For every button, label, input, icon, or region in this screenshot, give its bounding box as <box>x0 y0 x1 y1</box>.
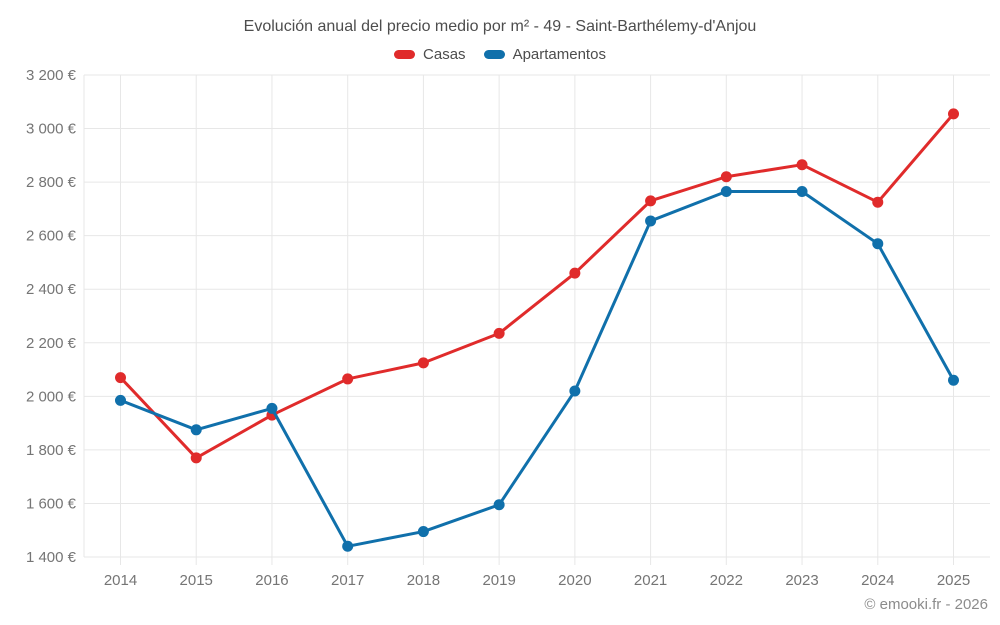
svg-text:2 800 €: 2 800 € <box>26 174 77 191</box>
svg-text:3 000 €: 3 000 € <box>26 121 77 138</box>
svg-text:2019: 2019 <box>482 572 515 589</box>
svg-text:2020: 2020 <box>558 572 591 589</box>
svg-text:2 200 €: 2 200 € <box>26 335 77 352</box>
legend-label-apartamentos: Apartamentos <box>512 46 606 63</box>
legend-label-casas: Casas <box>423 46 466 63</box>
legend-item-apartamentos[interactable]: Apartamentos <box>483 46 606 63</box>
chart-title: Evolución anual del precio medio por m² … <box>243 18 757 35</box>
svg-text:1 400 €: 1 400 € <box>26 549 77 566</box>
svg-text:2025: 2025 <box>937 572 970 589</box>
svg-text:2023: 2023 <box>785 572 818 589</box>
svg-text:1 600 €: 1 600 € <box>26 495 77 512</box>
svg-text:2014: 2014 <box>104 572 137 589</box>
svg-text:2024: 2024 <box>861 572 894 589</box>
svg-text:1 800 €: 1 800 € <box>26 442 77 459</box>
legend: Casas Apartamentos <box>0 46 1000 63</box>
svg-text:3 200 €: 3 200 € <box>26 67 77 84</box>
svg-text:2 600 €: 2 600 € <box>26 228 77 245</box>
svg-text:2017: 2017 <box>331 572 364 589</box>
svg-text:2 000 €: 2 000 € <box>26 388 77 405</box>
svg-text:2016: 2016 <box>255 572 288 589</box>
watermark: © emooki.fr - 2026 <box>864 596 988 613</box>
legend-item-casas[interactable]: Casas <box>394 46 466 63</box>
casas-series-swatch-icon <box>394 50 416 59</box>
svg-text:2021: 2021 <box>634 572 667 589</box>
svg-text:2015: 2015 <box>180 572 213 589</box>
svg-text:2022: 2022 <box>710 572 743 589</box>
svg-text:2 400 €: 2 400 € <box>26 281 77 298</box>
svg-text:2018: 2018 <box>407 572 440 589</box>
apartamentos-series-swatch-icon <box>483 50 505 59</box>
